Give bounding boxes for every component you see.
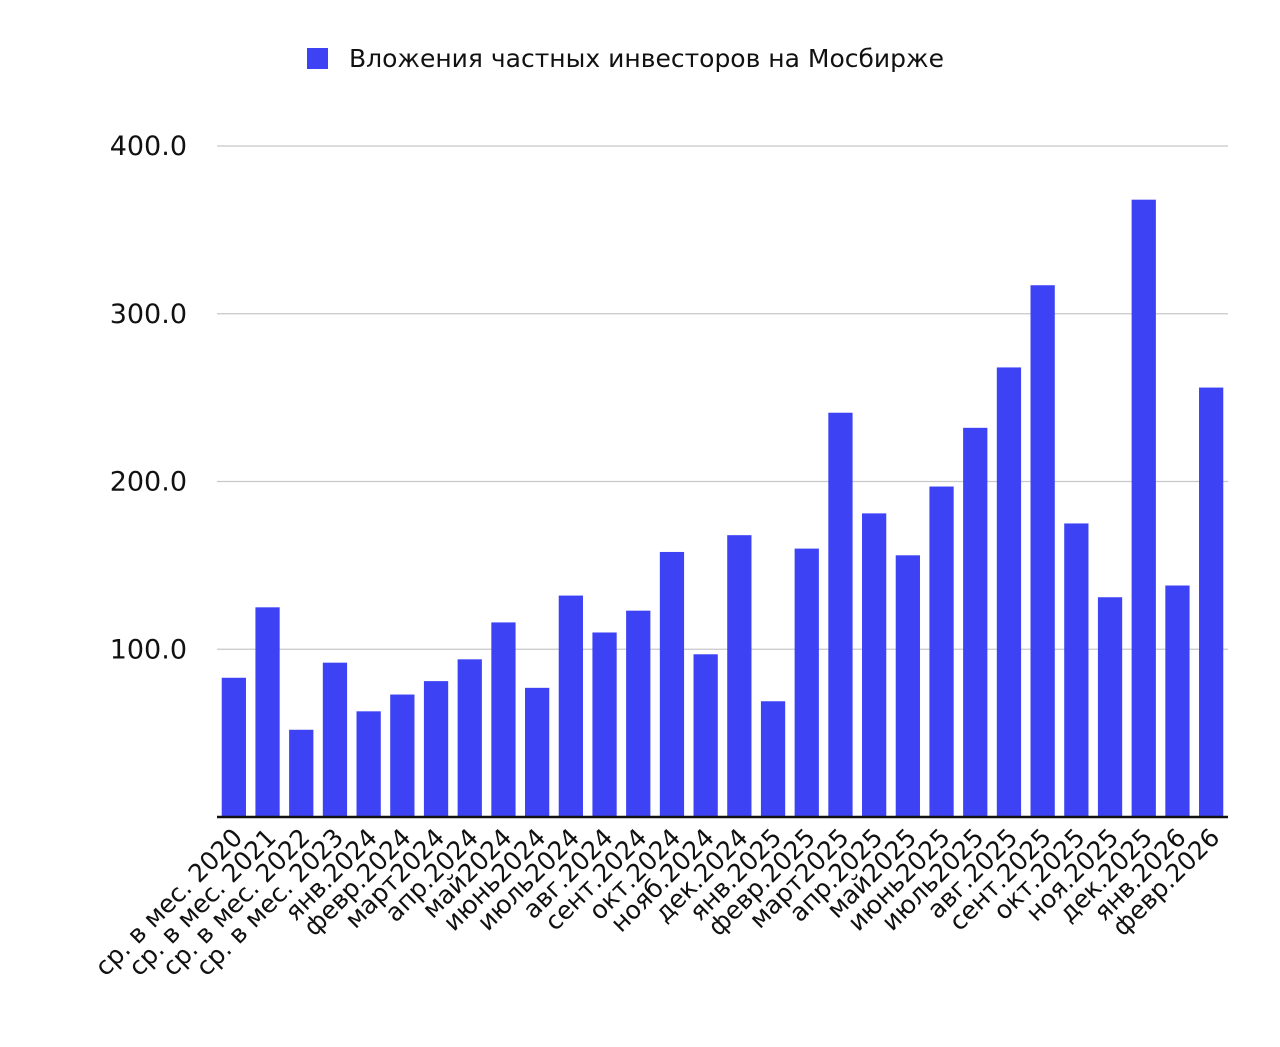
bar bbox=[1165, 585, 1190, 817]
bar bbox=[457, 659, 482, 817]
bar bbox=[996, 367, 1022, 817]
legend: Вложения частных инвесторов на Мосбирже bbox=[307, 44, 944, 73]
bar bbox=[659, 551, 685, 817]
bar bbox=[558, 595, 583, 817]
bar bbox=[862, 513, 887, 817]
bar bbox=[423, 681, 449, 817]
y-tick-label: 300.0 bbox=[110, 299, 187, 330]
y-axis-ticks: 100.0 200.0 300.0 400.0 bbox=[110, 131, 187, 665]
bar bbox=[828, 412, 853, 817]
bar bbox=[1199, 387, 1224, 817]
bars bbox=[221, 199, 1224, 817]
bar bbox=[390, 694, 415, 817]
bar bbox=[929, 486, 954, 817]
bar bbox=[289, 729, 314, 817]
legend-label: Вложения частных инвесторов на Мосбирже bbox=[349, 44, 944, 73]
bar bbox=[1064, 523, 1089, 817]
bar bbox=[1030, 285, 1055, 817]
bar bbox=[221, 677, 246, 817]
y-tick-label: 100.0 bbox=[110, 634, 187, 665]
bar bbox=[525, 687, 550, 817]
bar bbox=[255, 607, 280, 817]
y-tick-label: 200.0 bbox=[110, 467, 187, 498]
bar bbox=[592, 632, 617, 817]
bar bbox=[322, 662, 348, 817]
bar bbox=[760, 701, 786, 817]
y-tick-label: 400.0 bbox=[110, 131, 187, 162]
bar bbox=[693, 654, 718, 817]
bar bbox=[963, 427, 988, 817]
legend-swatch bbox=[307, 48, 328, 69]
bar bbox=[1131, 199, 1156, 817]
bar bbox=[727, 535, 752, 817]
gridlines bbox=[217, 145, 1228, 650]
bar bbox=[356, 711, 381, 817]
bar bbox=[626, 610, 651, 817]
bar bbox=[895, 555, 920, 817]
bar bbox=[491, 622, 516, 817]
bar bbox=[794, 548, 819, 817]
bar bbox=[1097, 597, 1123, 817]
